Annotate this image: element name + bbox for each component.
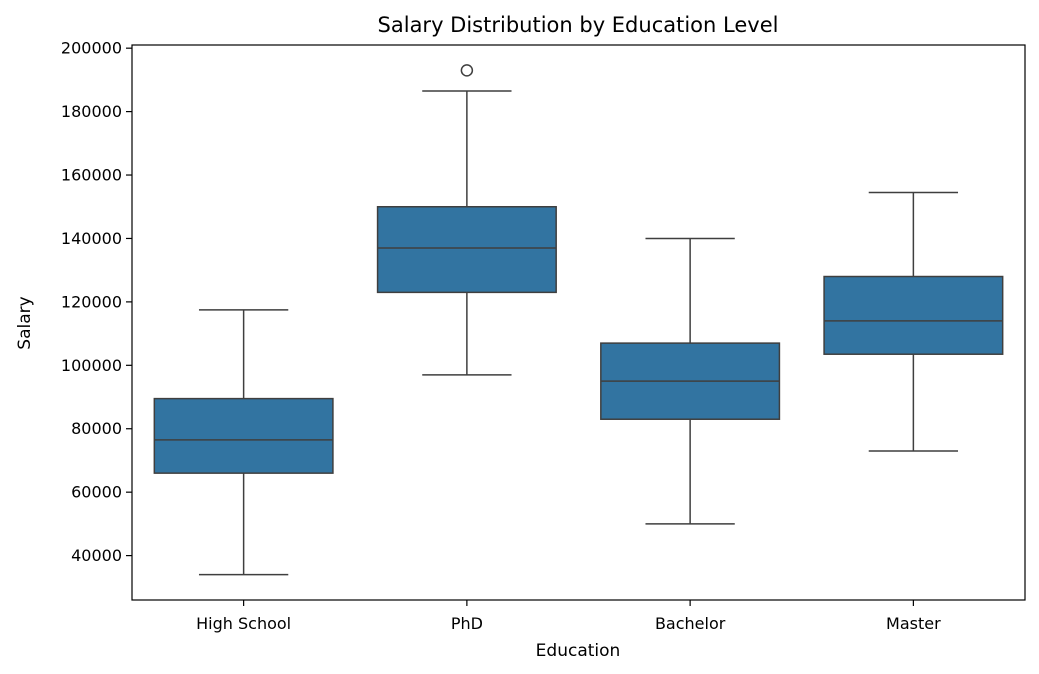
x-axis-label: Education (536, 641, 621, 661)
box-iqr (376, 205, 557, 294)
y-tick-label: 140000 (61, 229, 122, 248)
box-iqr (153, 397, 334, 474)
x-tick-label: High School (196, 614, 291, 633)
x-tick-label: Master (886, 614, 941, 633)
y-tick-label: 80000 (71, 419, 122, 438)
y-tick-label: 100000 (61, 356, 122, 375)
y-tick-label: 120000 (61, 292, 122, 311)
y-tick-label: 180000 (61, 102, 122, 121)
box-iqr (823, 275, 1004, 355)
plot-frame (131, 44, 1026, 601)
x-tick-label: Bachelor (655, 614, 726, 633)
y-tick-label: 160000 (61, 166, 122, 185)
y-axis-label: Salary (15, 296, 35, 349)
outlier-point (460, 64, 474, 77)
x-tick-label: PhD (451, 614, 483, 633)
plot-area: 40000 60000 80000 100000 120000 140000 160000 1… (61, 39, 1004, 633)
chart-title: Salary Distribution by Education Level (378, 13, 779, 37)
y-tick-label: 200000 (61, 39, 122, 58)
y-tick-label: 40000 (71, 546, 122, 565)
y-tick-label: 60000 (71, 483, 122, 502)
